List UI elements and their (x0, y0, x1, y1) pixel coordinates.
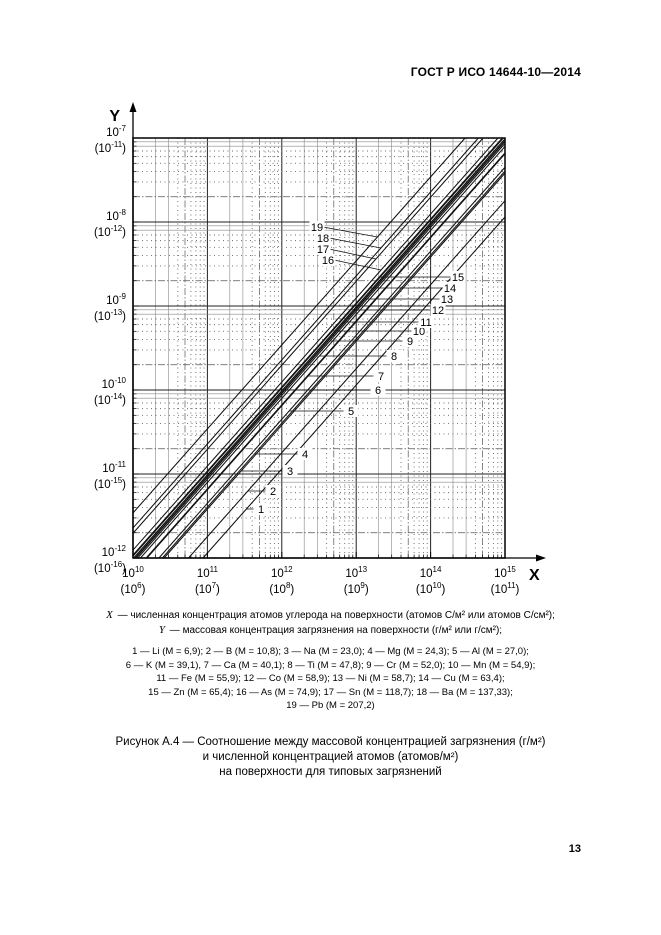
y-axis-symbol: Y (158, 624, 166, 636)
element-line-Cu (132, 137, 504, 557)
line-leader-As (333, 259, 382, 271)
svg-text:1011: 1011 (197, 565, 219, 580)
svg-text:10-7: 10-7 (106, 124, 126, 139)
element-line-Ti (140, 146, 506, 559)
element-list-line: 15 — Zn (M = 65,4); 16 — As (M = 74,9); … (148, 686, 513, 698)
line-label-Co: 12 (432, 305, 444, 317)
tick-labels: 1010(106)1011(107)1012(108)1013(109)1014… (94, 124, 520, 596)
element-line-Al (158, 166, 506, 559)
line-label-Na: 3 (287, 466, 293, 478)
element-list-line: 1 — Li (M = 6,9); 2 — B (M = 10,8); 3 — … (132, 646, 529, 657)
page-number: 13 (568, 843, 581, 855)
x-axis-letter: X (529, 567, 540, 584)
figure-caption-line: на поверхности для типовых загрязнений (219, 766, 442, 778)
element-line-Sn (132, 137, 484, 534)
line-label-Zn: 15 (452, 272, 464, 284)
line-label-Fe: 11 (420, 317, 431, 329)
figure-caption: Рисунок А.4 — Соотношение между массовой… (0, 735, 661, 780)
element-line-Na (163, 172, 506, 559)
figure-caption-line: и численной концентрацией атомов (атомов… (202, 751, 459, 763)
svg-text:10-10: 10-10 (102, 376, 127, 391)
svg-text:(1010): (1010) (416, 581, 446, 596)
svg-text:1010: 1010 (122, 565, 144, 580)
svg-text:(10-15): (10-15) (94, 476, 126, 491)
element-list-line: 11 — Fe (M = 55,9); 12 — Co (M = 58,9); … (156, 673, 505, 684)
x-axis-definition: X — численная концентрация атомов углеро… (0, 608, 661, 623)
svg-text:1012: 1012 (271, 565, 293, 580)
svg-text:10-8: 10-8 (106, 208, 126, 223)
element-line-Ca (145, 152, 506, 559)
svg-text:(107): (107) (195, 581, 220, 596)
line-label-Pb: 19 (311, 222, 323, 234)
element-line-As (132, 137, 499, 551)
svg-text:(1011): (1011) (491, 581, 520, 596)
x-axis-definition-text: — численная концентрация атомов углерода… (114, 610, 555, 621)
element-line-Ba (132, 137, 479, 529)
element-lines (132, 137, 506, 559)
element-line-Fe (135, 140, 506, 559)
figure-legend: X — численная концентрация атомов углеро… (0, 608, 661, 713)
line-label-Ni: 13 (441, 294, 453, 306)
svg-text:(10-11): (10-11) (95, 140, 127, 155)
element-list-line: 6 — K (M = 39,1), 7 — Ca (M = 40,1); 8 —… (125, 659, 536, 671)
element-list: 1 — Li (M = 6,9); 2 — B (M = 10,8); 3 — … (0, 645, 661, 713)
line-label-Ba: 18 (317, 233, 329, 245)
line-label-B: 2 (270, 486, 276, 498)
document-header: ГОСТ Р ИСО 14644-10—2014 (410, 65, 581, 79)
plot-border (132, 137, 506, 559)
line-label-Cu: 14 (444, 283, 456, 295)
line-label-Li: 1 (258, 504, 264, 516)
element-line-B (188, 200, 506, 559)
line-leader-Sn (328, 248, 376, 260)
element-line-Pb (132, 137, 466, 514)
element-line-Zn (132, 137, 503, 556)
line-label-Cr: 9 (407, 336, 413, 348)
svg-text:(106): (106) (121, 581, 146, 596)
svg-text:10-9: 10-9 (106, 292, 126, 307)
svg-text:(10-16): (10-16) (94, 560, 126, 575)
line-label-Al: 5 (348, 406, 354, 418)
svg-text:1014: 1014 (420, 565, 442, 580)
line-label-K: 6 (375, 385, 381, 397)
y-axis-definition: Y — массовая концентрация загрязнения на… (0, 623, 661, 638)
element-list-line: 19 — Pb (M = 207,2) (286, 700, 375, 711)
svg-text:10-12: 10-12 (102, 544, 127, 559)
svg-text:(109): (109) (344, 581, 369, 596)
line-label-As: 16 (322, 255, 334, 267)
line-leader-Pb (322, 226, 378, 238)
svg-text:10-11: 10-11 (102, 460, 126, 475)
element-line-Li (202, 216, 506, 559)
x-axis-arrow (536, 554, 546, 562)
element-line-Mg (161, 170, 506, 559)
axes: YX (109, 102, 546, 584)
svg-text:(10-14): (10-14) (94, 392, 126, 407)
svg-text:1015: 1015 (494, 565, 516, 580)
y-axis-arrow (129, 102, 137, 112)
line-label-Mn: 10 (413, 326, 425, 338)
line-leader-Ba (328, 237, 382, 249)
line-label-Ti: 8 (391, 351, 397, 363)
y-axis-letter: Y (109, 108, 120, 125)
svg-text:1013: 1013 (345, 565, 367, 580)
element-line-Ni (133, 138, 506, 559)
svg-text:(108): (108) (269, 581, 294, 596)
svg-text:(10-12): (10-12) (94, 224, 126, 239)
line-label-Mg: 4 (302, 449, 308, 461)
line-label-Ca: 7 (378, 371, 384, 383)
y-axis-definition-text: — массовая концентрация загрязнения на п… (167, 625, 503, 636)
figure-caption-line: Рисунок А.4 — Соотношение между массовой… (115, 736, 546, 748)
element-line-Cr (137, 143, 506, 559)
x-axis-symbol: X (106, 609, 113, 621)
svg-text:(10-13): (10-13) (94, 308, 126, 323)
figure-a4-chart: 12345678910111213141516171819YX1010(106)… (94, 102, 546, 596)
grid (133, 138, 505, 558)
line-label-Sn: 17 (317, 244, 329, 256)
